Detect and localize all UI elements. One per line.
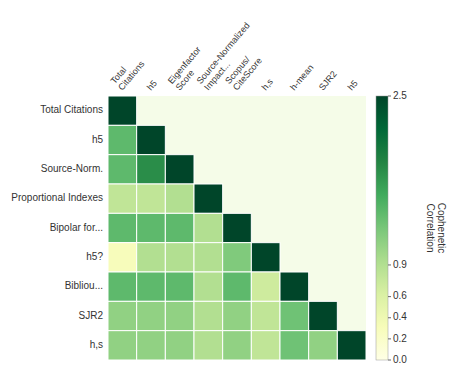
row-label: Source-Norm. — [41, 163, 103, 174]
colorbar-tick-label: 0.6 — [393, 290, 407, 301]
heatmap-cell — [223, 272, 252, 301]
heatmap-cell — [223, 213, 252, 242]
heatmap-cell — [165, 184, 194, 213]
heatmap-cell — [137, 272, 166, 301]
column-label: Source-NormalizedImpact... — [195, 20, 260, 92]
heatmap-cell — [108, 155, 137, 184]
heatmap-cell — [108, 243, 137, 272]
cells — [108, 96, 366, 360]
colorbar-tick-label: 0.0 — [393, 354, 407, 365]
row-label: h,s — [90, 339, 103, 350]
heatmap-cell — [337, 331, 366, 360]
heatmap-cell — [251, 331, 280, 360]
heatmap-cell — [165, 155, 194, 184]
colorbar-tick — [388, 264, 391, 265]
colorbar-tick — [388, 360, 391, 361]
heatmap-cell — [223, 331, 252, 360]
heatmap-cell — [280, 272, 309, 301]
column-label: TotalCitations — [109, 52, 147, 92]
row-label: h5 — [92, 134, 104, 145]
heatmap-cell — [137, 184, 166, 213]
heatmap-cell — [108, 301, 137, 330]
column-label: Scopus/CiteScore — [223, 49, 264, 92]
heatmap-cell — [251, 272, 280, 301]
heatmap-cell — [309, 301, 338, 330]
column-label: h,s — [260, 76, 276, 92]
column-label: SJR2 — [317, 69, 339, 92]
heatmap-cell — [137, 243, 166, 272]
heatmap-cell — [194, 301, 223, 330]
heatmap-cell — [165, 243, 194, 272]
plot-background — [108, 96, 366, 360]
colorbar-tick — [388, 317, 391, 318]
heatmap-cell — [309, 331, 338, 360]
colorbar-tick-label: 2.5 — [393, 90, 407, 101]
row-label: Bibliou... — [65, 280, 103, 291]
colorbar-tick-label: 0.9 — [393, 259, 407, 270]
heatmap-cell — [194, 213, 223, 242]
heatmap-cell — [165, 331, 194, 360]
heatmap-cell — [137, 301, 166, 330]
heatmap-cell — [194, 331, 223, 360]
column-label: h5 — [346, 78, 360, 92]
heatmap-cell — [137, 155, 166, 184]
heatmap-cell — [108, 184, 137, 213]
heatmap-cell — [108, 96, 137, 125]
heatmap-cell — [280, 331, 309, 360]
heatmap-cell — [251, 243, 280, 272]
heatmap-cell — [137, 213, 166, 242]
heatmap-cell — [194, 184, 223, 213]
column-label: h-mean — [288, 62, 315, 92]
heatmap-cell — [251, 301, 280, 330]
row-label: SJR2 — [79, 310, 104, 321]
colorbar-tick — [388, 96, 391, 97]
row-label: Bipolar for... — [50, 222, 103, 233]
heatmap-cell — [223, 243, 252, 272]
heatmap-cell — [194, 243, 223, 272]
colorbar-tick-label: 0.4 — [393, 311, 407, 322]
heatmap-cell — [223, 301, 252, 330]
colorbar — [376, 96, 388, 360]
heatmap-cell — [280, 301, 309, 330]
row-label: h5? — [86, 251, 103, 262]
heatmap-cell — [108, 213, 137, 242]
column-label: h5 — [145, 78, 159, 92]
chart: Total Citations h5 Source-Norm. Proportiona… — [0, 0, 454, 372]
heatmap-cell — [165, 272, 194, 301]
row-label: Total Citations — [40, 104, 103, 115]
heatmap-cell — [108, 331, 137, 360]
heatmap-cell — [165, 213, 194, 242]
heatmap-cell — [108, 272, 137, 301]
heatmap-cell — [194, 272, 223, 301]
colorbar-tick-label: 0.2 — [393, 333, 407, 344]
row-label: Proportional Indexes — [11, 192, 103, 203]
heatmap-cell — [137, 331, 166, 360]
colorbar-label: CopheneticCorrelation — [425, 203, 447, 254]
colorbar-tick — [388, 296, 391, 297]
colorbar-tick — [388, 338, 391, 339]
heatmap-cell — [108, 125, 137, 154]
heatmap-cell — [165, 301, 194, 330]
heatmap-cell — [137, 125, 166, 154]
